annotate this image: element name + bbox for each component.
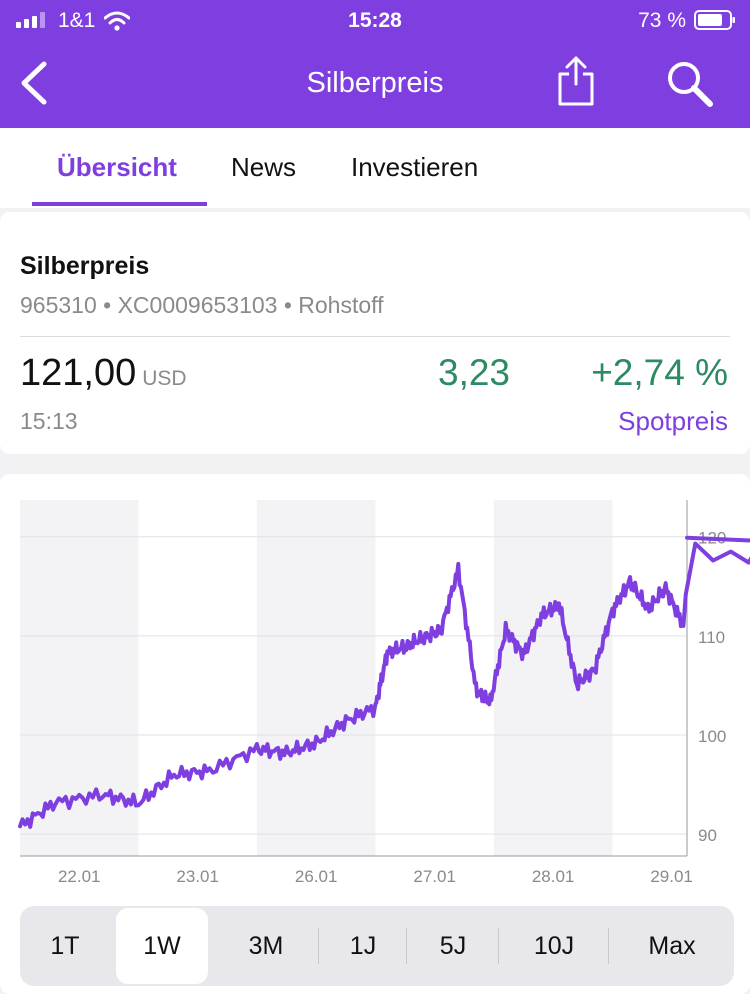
status-bar: 1&1 15:28 73 % — [0, 0, 750, 40]
price-series-line — [18, 535, 750, 829]
range-10j-button[interactable]: 10J — [533, 932, 575, 960]
x-tick-label: 23.01 — [176, 867, 219, 886]
share-icon[interactable] — [554, 54, 598, 108]
absolute-change: 3,23 — [438, 352, 511, 393]
instrument-name: Silberpreis — [20, 252, 150, 280]
percent-change: +2,74 % — [591, 352, 728, 393]
chevron-left-icon[interactable] — [14, 58, 54, 108]
battery-icon — [694, 10, 735, 30]
x-tick-label: 27.01 — [413, 867, 456, 886]
search-icon[interactable] — [664, 58, 716, 110]
tab-investieren[interactable]: Investieren — [351, 152, 479, 182]
range-1w-button[interactable]: 1W — [116, 908, 208, 984]
divider — [20, 336, 730, 337]
wifi-icon — [104, 11, 130, 31]
range-separator — [406, 928, 407, 964]
active-tab-indicator — [32, 202, 207, 206]
y-tick-label: 90 — [698, 826, 717, 845]
cell-signal-icon — [16, 12, 45, 28]
range-3m-button[interactable]: 3M — [248, 932, 284, 960]
range-separator — [608, 928, 609, 964]
navigation-bar: Silberpreis — [0, 40, 750, 128]
battery-percentage: 73 % — [638, 9, 686, 32]
quote-card: Silberpreis 965310 • XC0009653103 • Rohs… — [0, 212, 750, 454]
tab-uebersicht[interactable]: Übersicht — [57, 152, 177, 182]
time-range-selector: 1T 1W 3M 1J 5J 10J Max — [20, 906, 734, 986]
price-time: 15:13 — [20, 408, 78, 434]
range-separator — [498, 928, 499, 964]
range-max-button[interactable]: Max — [648, 932, 696, 960]
instrument-identifiers: 965310 • XC0009653103 • Rohstoff — [20, 292, 384, 318]
price-currency: USD — [142, 367, 187, 390]
range-5j-button[interactable]: 5J — [439, 932, 467, 960]
range-1t-button[interactable]: 1T — [50, 932, 80, 960]
price-value: 121,00 — [20, 352, 137, 394]
page-title: Silberpreis — [306, 67, 444, 99]
y-tick-label: 110 — [698, 628, 725, 647]
x-tick-label: 29.01 — [650, 867, 693, 886]
tab-news[interactable]: News — [231, 152, 297, 182]
x-tick-label: 26.01 — [295, 867, 338, 886]
y-tick-label: 100 — [698, 727, 726, 746]
x-tick-label: 28.01 — [532, 867, 575, 886]
tab-bar: Übersicht News Investieren — [0, 128, 750, 208]
chart-card: 90 100 110 120 22.01 23.01 26.01 27.01 28.01 29.0… — [0, 474, 750, 994]
day-band — [20, 500, 139, 856]
carrier-name: 1&1 — [58, 9, 96, 32]
day-band — [493, 500, 613, 856]
range-separator — [318, 928, 319, 964]
spot-price-link[interactable]: Spotpreis — [618, 406, 728, 436]
last-price: 121,00 USD — [20, 352, 187, 395]
x-tick-label: 22.01 — [58, 867, 101, 886]
day-band — [256, 500, 376, 856]
range-1j-button[interactable]: 1J — [349, 932, 377, 960]
clock: 15:28 — [348, 9, 402, 32]
